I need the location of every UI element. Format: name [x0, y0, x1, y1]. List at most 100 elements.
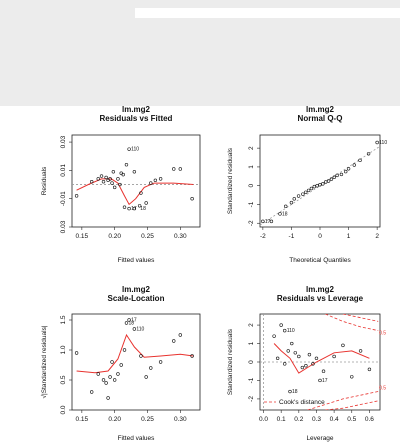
data-point: [116, 177, 120, 181]
data-point: [292, 197, 296, 201]
data-point: [124, 163, 129, 167]
data-point: [332, 175, 336, 179]
data-point: [101, 180, 106, 184]
data-point: [178, 167, 183, 171]
x-tick-label: 0.25: [141, 416, 154, 423]
plot-subtitle: Scale-Location: [108, 294, 165, 303]
data-point: [358, 349, 363, 353]
plot-title: lm.mg2: [306, 285, 335, 294]
data-point: [301, 192, 305, 196]
header-bar-left: [0, 8, 90, 18]
smooth-line: [76, 178, 194, 206]
data-point: [311, 362, 315, 366]
x-axis-label: Leverage: [306, 435, 333, 442]
y-tick-label: 0.0: [60, 405, 67, 414]
x-tick-label: 0.6: [365, 416, 374, 423]
y-tick-label: 2: [248, 323, 255, 327]
x-tick-label: 0.30: [174, 233, 187, 240]
plot-title: lm.mg2: [122, 285, 151, 294]
y-axis-label: Standardized residuals: [227, 328, 234, 395]
x-tick-label: 0.3: [312, 416, 321, 423]
cooks-distance-curve: [342, 314, 379, 322]
point-label: 18: [292, 389, 298, 395]
y-axis-label: √|Standardized residuals|: [40, 325, 48, 398]
point-label: 17: [131, 318, 137, 324]
x-tick-label: 0: [318, 233, 322, 240]
data-point: [375, 140, 379, 145]
header-bar-block: [0, 18, 400, 106]
plot-title: lm.mg2: [122, 105, 151, 114]
data-point: [116, 372, 120, 376]
cooks-distance-curve: [325, 314, 379, 331]
legend-text: Cook's distance: [279, 399, 325, 406]
x-tick-label: -2: [260, 233, 266, 240]
data-point: [335, 173, 339, 178]
x-tick-label: 0.2: [294, 416, 303, 423]
data-point: [89, 180, 94, 184]
data-point: [312, 184, 316, 189]
data-point: [190, 354, 194, 358]
y-tick-label: -2: [248, 220, 255, 226]
smooth-line: [273, 343, 370, 374]
data-point: [158, 360, 163, 364]
point-label: 17: [322, 378, 328, 384]
plot-frame: [71, 313, 201, 411]
x-axis-label: Fitted values: [118, 435, 156, 442]
data-point: [118, 182, 122, 187]
data-point: [332, 354, 336, 359]
y-tick-label: 0: [248, 184, 255, 188]
data-point: [300, 365, 305, 370]
x-tick-label: 2: [375, 233, 379, 240]
point-label: 110: [379, 140, 387, 146]
data-point: [315, 183, 319, 188]
data-point: [283, 362, 287, 366]
y-tick-label: 1: [248, 341, 255, 345]
x-tick-label: 0.25: [141, 233, 154, 240]
data-point: [132, 206, 137, 211]
plot-frame: [71, 134, 201, 228]
data-point: [178, 333, 183, 337]
data-point: [293, 351, 297, 355]
data-point: [110, 360, 114, 364]
data-point: [339, 172, 344, 177]
cooks-label: 0.5: [379, 330, 386, 336]
data-point: [288, 389, 292, 394]
data-point: [124, 321, 129, 325]
data-point: [104, 381, 108, 385]
data-point: [149, 366, 153, 370]
data-point: [96, 372, 100, 376]
data-point: [158, 177, 163, 181]
point-label: 17: [265, 219, 271, 225]
plot-area: [74, 318, 194, 400]
data-point: [278, 212, 282, 216]
y-tick-label: 1.0: [60, 345, 67, 354]
x-tick-label: 0.4: [330, 416, 339, 423]
data-point: [341, 343, 345, 348]
y-axis-label: Standardized residuals: [227, 147, 234, 214]
data-point: [127, 318, 131, 322]
point-label: 18: [140, 206, 146, 212]
x-tick-label: 1: [347, 233, 351, 240]
x-axis-label: Fitted values: [118, 257, 156, 264]
data-point: [324, 180, 328, 184]
data-point: [172, 339, 176, 343]
y-tick-label: 1: [248, 165, 255, 169]
data-point: [286, 349, 290, 353]
x-tick-label: 0.15: [76, 233, 89, 240]
data-point: [99, 174, 104, 178]
data-point: [358, 158, 362, 163]
x-tick-label: 0.15: [76, 416, 89, 423]
y-tick-label: 0.01: [60, 164, 67, 177]
data-point: [321, 369, 326, 373]
y-tick-label: 1.5: [60, 315, 67, 324]
data-point: [350, 375, 354, 379]
plot-area: [260, 314, 380, 410]
data-point: [74, 351, 79, 355]
data-point: [326, 179, 331, 183]
data-point: [153, 178, 158, 182]
data-point: [89, 390, 94, 394]
